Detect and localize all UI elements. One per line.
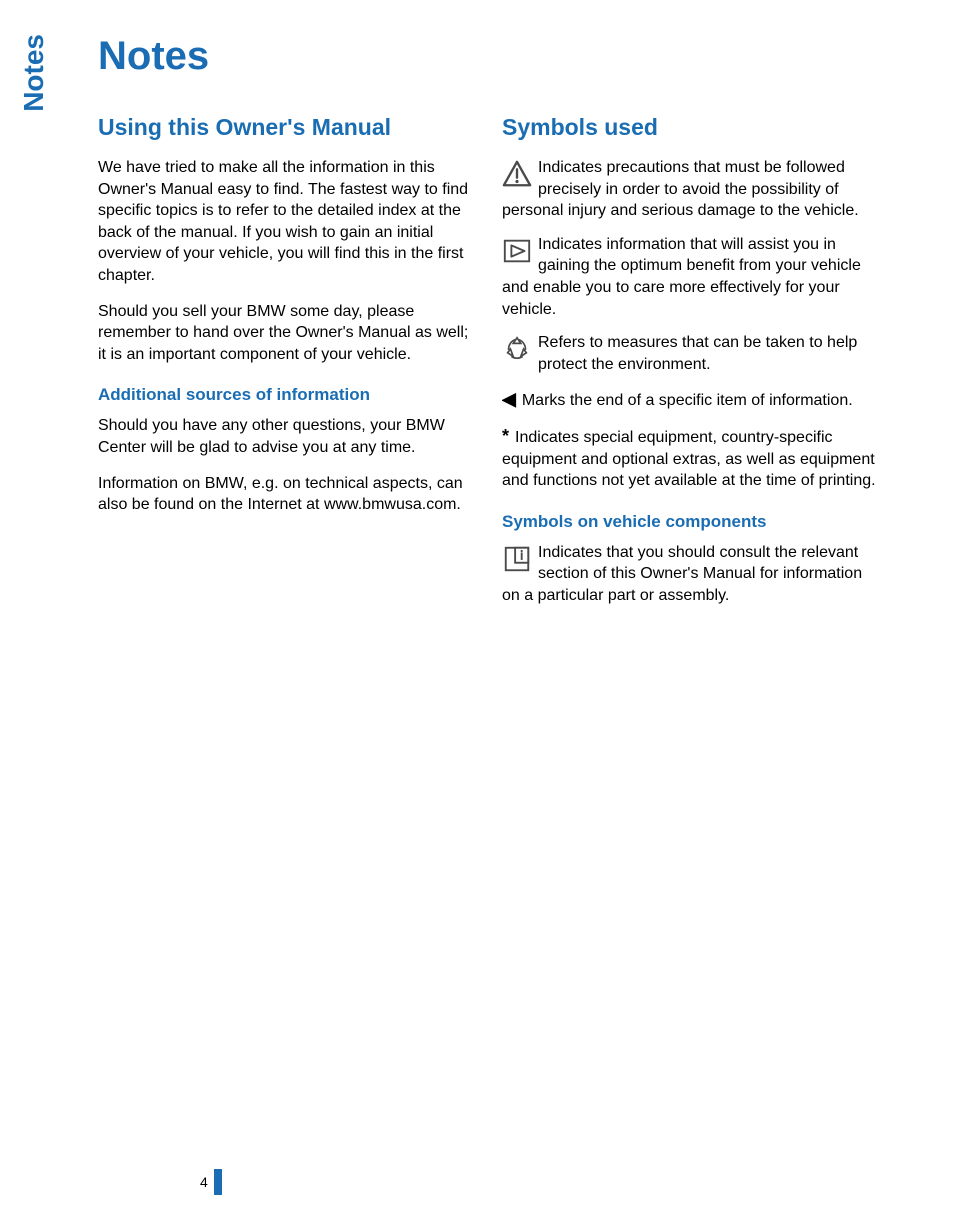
left-column: Using this Owner's Manual We have tried …	[98, 114, 474, 619]
symbol-item-warning: Indicates precautions that must be follo…	[502, 157, 878, 222]
symbol-item-consult-manual: Indicates that you should consult the re…	[502, 542, 878, 607]
tip-arrow-icon	[502, 236, 532, 266]
right-column: Symbols used Indicates precautions that …	[502, 114, 878, 619]
page-footer: 4	[200, 1169, 222, 1195]
subheading-symbols-on-components: Symbols on vehicle components	[502, 512, 878, 532]
symbol-item-environment: Refers to measures that can be taken to …	[502, 332, 878, 375]
symbol-text: Refers to measures that can be taken to …	[538, 334, 857, 373]
symbol-item-asterisk: *Indicates special equipment, country-sp…	[502, 424, 878, 492]
environment-recycle-icon	[502, 334, 532, 364]
content-columns: Using this Owner's Manual We have tried …	[98, 114, 878, 619]
side-tab-label: Notes	[18, 34, 50, 112]
paragraph: Should you sell your BMW some day, pleas…	[98, 301, 474, 366]
paragraph: Should you have any other questions, you…	[98, 415, 474, 458]
section-heading-using-manual: Using this Owner's Manual	[98, 114, 474, 141]
section-heading-symbols-used: Symbols used	[502, 114, 878, 141]
symbol-text: Marks the end of a specific item of info…	[522, 392, 853, 409]
subheading-additional-sources: Additional sources of information	[98, 385, 474, 405]
page-number: 4	[200, 1174, 208, 1190]
page-accent-bar	[214, 1169, 222, 1195]
symbol-item-tip: Indicates information that will assist y…	[502, 234, 878, 320]
symbol-text: Indicates information that will assist y…	[502, 236, 861, 318]
end-triangle-icon: ◀	[502, 389, 516, 409]
symbol-text: Indicates precautions that must be follo…	[502, 159, 859, 219]
symbol-text: Indicates that you should consult the re…	[502, 544, 862, 604]
page-title: Notes	[98, 34, 209, 79]
paragraph: Information on BMW, e.g. on technical as…	[98, 473, 474, 516]
warning-triangle-icon	[502, 159, 532, 189]
symbol-text: Indicates special equipment, country-spe…	[502, 429, 876, 489]
symbol-item-end-marker: ◀ Marks the end of a specific item of inf…	[502, 387, 878, 412]
manual-reference-icon	[502, 544, 532, 574]
paragraph: We have tried to make all the informatio…	[98, 157, 474, 287]
asterisk-icon: *	[502, 426, 509, 446]
